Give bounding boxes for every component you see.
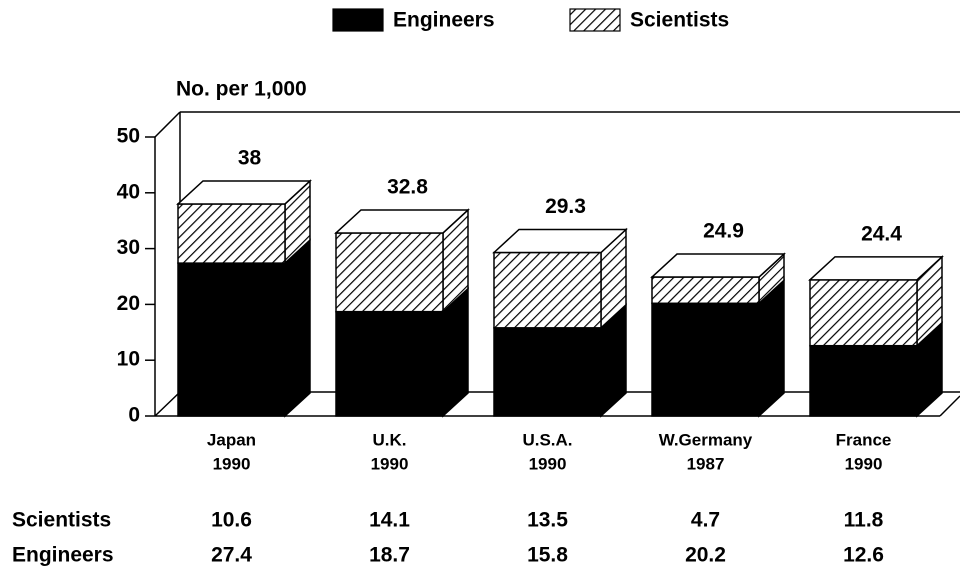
bar: [809, 344, 918, 417]
total-label: 38: [238, 147, 262, 170]
x-tick-year: 1990: [213, 454, 251, 473]
bar-top: [808, 256, 944, 281]
x-tick-year: 1990: [529, 454, 567, 473]
table-value: 18.7: [369, 544, 410, 567]
x-tick-label: W.Germany: [659, 430, 753, 449]
y-tick-label: 0: [128, 404, 140, 427]
y-tick-label: 40: [117, 180, 140, 203]
bar: [809, 279, 918, 347]
table-value: 4.7: [691, 509, 720, 532]
total-label: 24.9: [703, 220, 744, 243]
bar-side: [284, 238, 311, 418]
legend-swatch: [569, 8, 621, 32]
x-tick-label: France: [836, 430, 892, 449]
table-value: 14.1: [369, 509, 410, 532]
bar: [493, 251, 602, 329]
x-tick-label: U.K.: [373, 430, 407, 449]
y-tick-label: 30: [117, 236, 140, 259]
y-tick-label: 50: [117, 125, 140, 148]
legend-label: Scientists: [630, 9, 729, 32]
bar-top: [334, 209, 470, 234]
legend-swatch: [332, 8, 384, 32]
bar: [177, 203, 286, 264]
table-value: 12.6: [843, 544, 884, 567]
table-value: 20.2: [685, 544, 726, 567]
table-row-label: Engineers: [12, 544, 114, 567]
bar: [651, 302, 760, 417]
total-label: 32.8: [387, 176, 428, 199]
y-tick-label: 10: [117, 348, 140, 371]
legend-label: Engineers: [393, 9, 495, 32]
bar: [335, 232, 444, 313]
total-label: 29.3: [545, 195, 586, 218]
bar: [335, 310, 444, 417]
bar: [651, 276, 760, 305]
table-row-label: Scientists: [12, 509, 111, 532]
bar-top: [176, 180, 312, 205]
x-tick-year: 1990: [371, 454, 409, 473]
table-value: 11.8: [844, 509, 884, 532]
bar-top: [650, 253, 786, 278]
y-axis-label: No. per 1,000: [176, 78, 307, 101]
bar: [493, 327, 602, 417]
x-tick-year: 1987: [687, 454, 725, 473]
table-value: 10.6: [211, 509, 252, 532]
table-value: 13.5: [527, 509, 568, 532]
x-tick-year: 1990: [845, 454, 883, 473]
table-value: 27.4: [211, 544, 252, 567]
x-tick-label: U.S.A.: [522, 430, 572, 449]
bar-top: [492, 228, 628, 254]
table-value: 15.8: [527, 544, 568, 567]
y-tick-label: 20: [117, 292, 140, 315]
total-label: 24.4: [861, 222, 902, 245]
x-tick-label: Japan: [207, 430, 256, 449]
bar: [177, 262, 286, 417]
